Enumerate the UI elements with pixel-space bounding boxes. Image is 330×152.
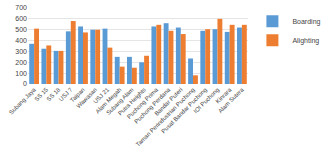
- svg-text:USJ 7: USJ 7: [58, 86, 74, 102]
- svg-text:Puchong Perdana: Puchong Perdana: [133, 86, 172, 125]
- svg-text:Alighting: Alighting: [292, 37, 319, 45]
- svg-text:Taipan: Taipan: [69, 87, 86, 104]
- svg-text:Taman Perindustrian Puchong: Taman Perindustrian Puchong: [135, 87, 196, 148]
- svg-text:Subang Alam: Subang Alam: [105, 87, 134, 116]
- svg-text:IOI Puchong: IOI Puchong: [192, 87, 220, 115]
- svg-text:Putra Heights: Putra Heights: [117, 87, 147, 117]
- svg-text:Pusat Bandar Puchong: Pusat Bandar Puchong: [160, 87, 208, 135]
- svg-text:300: 300: [15, 48, 27, 55]
- svg-text:Alam Sutera: Alam Sutera: [217, 86, 245, 114]
- svg-text:SS 18: SS 18: [46, 86, 62, 102]
- svg-text:500: 500: [15, 26, 27, 33]
- svg-text:100: 100: [15, 70, 27, 77]
- svg-text:USJ 21: USJ 21: [92, 86, 111, 105]
- svg-text:600: 600: [15, 15, 27, 22]
- svg-text:Wawasan: Wawasan: [75, 87, 98, 110]
- svg-text:Puchong Prima: Puchong Prima: [126, 86, 160, 120]
- svg-text:Subang Jaya: Subang Jaya: [8, 86, 37, 115]
- svg-text:0: 0: [23, 80, 27, 87]
- svg-text:Bandar Puteri: Bandar Puteri: [153, 87, 183, 117]
- svg-text:Alam Megah: Alam Megah: [94, 87, 122, 115]
- svg-text:200: 200: [15, 59, 27, 66]
- svg-text:Boarding: Boarding: [292, 18, 320, 26]
- svg-text:700: 700: [15, 4, 27, 11]
- svg-text:400: 400: [15, 37, 27, 44]
- svg-text:Kinrara: Kinrara: [215, 86, 233, 104]
- svg-text:SS 15: SS 15: [33, 86, 49, 102]
